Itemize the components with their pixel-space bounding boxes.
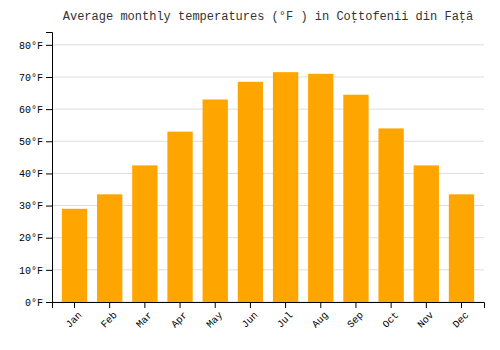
tick-mark bbox=[46, 270, 52, 271]
tick: 40°F bbox=[19, 169, 52, 180]
tick-mark bbox=[426, 302, 427, 308]
title: Average monthly temperatures (°F ) in Co… bbox=[63, 10, 473, 24]
tick-label: Oct bbox=[381, 310, 402, 331]
axis-line bbox=[53, 303, 485, 309]
plot: 0°F 10°F 20°F 30°F 40°F 50°F 60°F 70°F 80°F Jan Fe… bbox=[19, 33, 485, 331]
bar bbox=[132, 165, 157, 302]
tick-label: Jan bbox=[64, 310, 85, 331]
tick: Dec bbox=[451, 302, 472, 330]
tick: Jan bbox=[64, 302, 85, 330]
bar bbox=[343, 95, 368, 302]
tick-label: 80°F bbox=[19, 41, 43, 52]
tick-mark bbox=[46, 45, 52, 46]
tick-label: Sep bbox=[345, 310, 366, 331]
tick-mark bbox=[46, 206, 52, 207]
x-axis: Jan Feb Mar Apr May Jun Jul Aug Sep Oct Nov Dec bbox=[53, 302, 485, 330]
grid-line bbox=[52, 44, 484, 45]
bar bbox=[203, 100, 228, 303]
tick-label: May bbox=[205, 310, 226, 331]
tick: 30°F bbox=[19, 201, 52, 212]
axis-line bbox=[46, 33, 53, 303]
tick: 80°F bbox=[19, 41, 52, 52]
tick-mark bbox=[285, 302, 286, 308]
tick: 70°F bbox=[19, 73, 52, 84]
tick: Sep bbox=[345, 302, 366, 330]
tick-label: Apr bbox=[169, 310, 190, 331]
bar bbox=[308, 74, 333, 302]
tick-label: 70°F bbox=[19, 73, 43, 84]
bar bbox=[378, 128, 403, 302]
grid-line bbox=[52, 141, 484, 142]
tick-mark bbox=[355, 302, 356, 308]
tick: 20°F bbox=[19, 233, 52, 244]
tick: Aug bbox=[310, 302, 331, 330]
tick: Mar bbox=[134, 302, 155, 330]
tick-mark bbox=[461, 302, 462, 308]
bar bbox=[414, 165, 439, 302]
y-axis: 0°F 10°F 20°F 30°F 40°F 50°F 60°F 70°F 80°F bbox=[19, 33, 53, 309]
tick-mark bbox=[46, 109, 52, 110]
tick-mark bbox=[46, 238, 52, 239]
bar bbox=[97, 194, 122, 302]
tick: 0°F bbox=[25, 298, 52, 309]
tick-mark bbox=[46, 173, 52, 174]
tick: 50°F bbox=[19, 137, 52, 148]
tick: Apr bbox=[169, 302, 190, 330]
grid-line bbox=[52, 109, 484, 110]
tick: Jul bbox=[275, 302, 296, 330]
tick-label: 40°F bbox=[19, 169, 43, 180]
tick-mark bbox=[215, 302, 216, 308]
bar bbox=[167, 132, 192, 302]
grid-line bbox=[52, 77, 484, 78]
tick: 60°F bbox=[19, 105, 52, 116]
bar bbox=[273, 72, 298, 302]
tick: May bbox=[205, 302, 226, 330]
tick-mark bbox=[391, 302, 392, 308]
tick-mark bbox=[320, 302, 321, 308]
tick-label: Jun bbox=[240, 310, 261, 331]
tick-mark bbox=[74, 302, 75, 308]
tick-label: Jul bbox=[275, 310, 296, 331]
tick-label: 10°F bbox=[19, 266, 43, 277]
tick: Feb bbox=[99, 302, 120, 330]
tick-label: Aug bbox=[310, 310, 331, 331]
tick: Oct bbox=[381, 302, 402, 330]
grid bbox=[52, 45, 484, 302]
tick-label: Dec bbox=[451, 310, 472, 331]
tick-mark bbox=[46, 141, 52, 142]
tick-mark bbox=[109, 302, 110, 308]
bar bbox=[449, 194, 474, 302]
tick-label: 0°F bbox=[25, 298, 43, 309]
bars bbox=[62, 72, 474, 302]
tick: Nov bbox=[416, 302, 437, 330]
tick-mark bbox=[250, 302, 251, 308]
tick-mark bbox=[180, 302, 181, 308]
bar bbox=[62, 209, 87, 302]
tick-mark bbox=[46, 77, 52, 78]
tick-label: 60°F bbox=[19, 105, 43, 116]
tick-mark bbox=[144, 302, 145, 308]
tick: 10°F bbox=[19, 266, 52, 277]
bar bbox=[238, 82, 263, 302]
tick: Jun bbox=[240, 302, 261, 330]
chart: 0°F 10°F 20°F 30°F 40°F 50°F 60°F 70°F 80°F Jan Fe… bbox=[0, 0, 500, 350]
tick-label: Mar bbox=[134, 310, 155, 331]
tick-label: Feb bbox=[99, 310, 120, 331]
tick-label: 20°F bbox=[19, 233, 43, 244]
tick-label: 30°F bbox=[19, 201, 43, 212]
tick-label: 50°F bbox=[19, 137, 43, 148]
tick-label: Nov bbox=[416, 310, 437, 331]
tick-mark bbox=[46, 302, 52, 303]
